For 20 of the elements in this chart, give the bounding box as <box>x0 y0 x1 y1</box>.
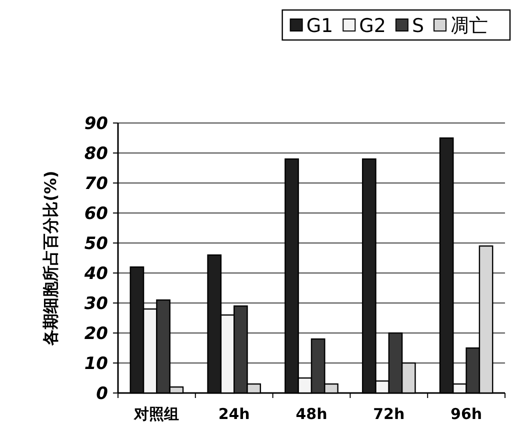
y-axis-title: 各期细胞所占百分比(%) <box>41 170 60 346</box>
y-tick-label: 60 <box>84 204 108 224</box>
x-tick-label: 48h <box>296 405 328 423</box>
y-tick-label: 90 <box>84 114 108 134</box>
x-tick-label: 96h <box>450 405 482 423</box>
y-tick-label: 40 <box>83 264 108 284</box>
legend-label: 凋亡 <box>450 15 488 37</box>
x-tick-label: 72h <box>373 405 405 423</box>
y-tick-label: 20 <box>84 324 108 344</box>
y-tick-label: 70 <box>84 174 108 194</box>
y-tick-label: 0 <box>96 384 108 404</box>
x-tick-label: 对照组 <box>133 405 180 423</box>
y-tick-label: 80 <box>84 144 108 164</box>
y-tick-label: 50 <box>84 234 108 254</box>
y-tick-label: 10 <box>84 354 108 374</box>
legend-label: G1 <box>306 15 334 37</box>
legend-label: G2 <box>359 15 386 37</box>
x-tick-label: 24h <box>218 405 250 423</box>
y-tick-label: 30 <box>84 294 108 314</box>
legend-label: S <box>412 15 424 37</box>
